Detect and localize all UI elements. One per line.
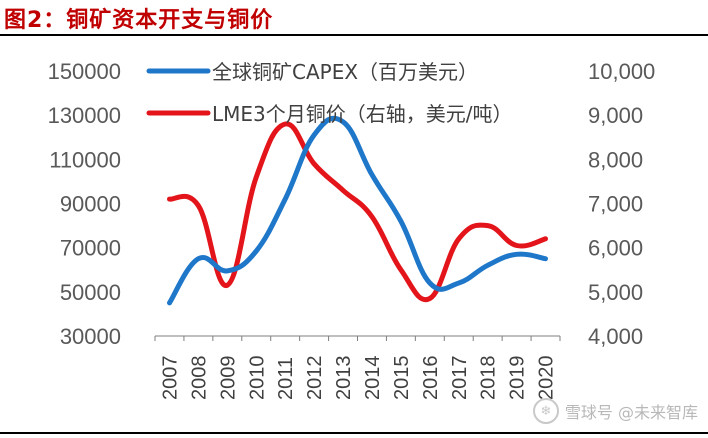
series-line-copper-price	[167, 121, 548, 303]
x-tick-label: 2008	[188, 356, 210, 401]
y-right-tick-label: 7,000	[588, 192, 643, 217]
x-tick-label: 2014	[362, 356, 384, 401]
title-divider	[0, 34, 708, 36]
y-left-tick-label: 50000	[60, 280, 121, 305]
legend-label: 全球铜矿CAPEX（百万美元）	[212, 60, 478, 84]
x-tick-label: 2009	[217, 356, 239, 401]
y-left-tick-label: 30000	[60, 324, 121, 349]
y-right-tick-label: 9,000	[588, 103, 643, 128]
legend-label: LME3个月铜价（右轴，美元/吨）	[212, 102, 513, 126]
watermark-text: 雪球号 @未来智库	[564, 403, 698, 422]
x-tick-label: 2017	[449, 356, 471, 401]
x-tick-label: 2016	[420, 356, 442, 401]
y-right-tick-label: 10,000	[588, 59, 655, 84]
y-left-tick-label: 130000	[48, 103, 121, 128]
x-tick-label: 2012	[304, 356, 326, 401]
series-line-capex	[167, 115, 548, 306]
x-tick-label: 2007	[159, 356, 181, 401]
x-tick-label: 2015	[391, 356, 413, 401]
x-tick-label: 2018	[478, 355, 500, 400]
y-right-tick-label: 6,000	[588, 236, 643, 261]
x-tick-label: 2019	[507, 356, 529, 401]
y-left-tick-label: 90000	[60, 192, 121, 217]
bottom-divider	[0, 432, 708, 434]
x-tick-label: 2011	[275, 357, 297, 400]
y-right-tick-label: 4,000	[588, 324, 643, 349]
figure-title: 图2：铜矿资本开支与铜价	[4, 8, 274, 33]
y-right-tick-label: 8,000	[588, 147, 643, 172]
y-right-tick-label: 5,000	[588, 280, 643, 305]
x-tick-label: 2010	[246, 356, 268, 401]
watermark: ❄ 雪球号 @未来智库	[532, 398, 698, 424]
y-left-tick-label: 70000	[60, 236, 121, 261]
y-left-tick-label: 110000	[49, 147, 121, 172]
y-left-tick-label: 150000	[48, 59, 121, 84]
snowball-icon: ❄	[532, 398, 559, 424]
x-tick-label: 2013	[333, 356, 355, 401]
x-tick-label: 2020	[536, 356, 558, 401]
